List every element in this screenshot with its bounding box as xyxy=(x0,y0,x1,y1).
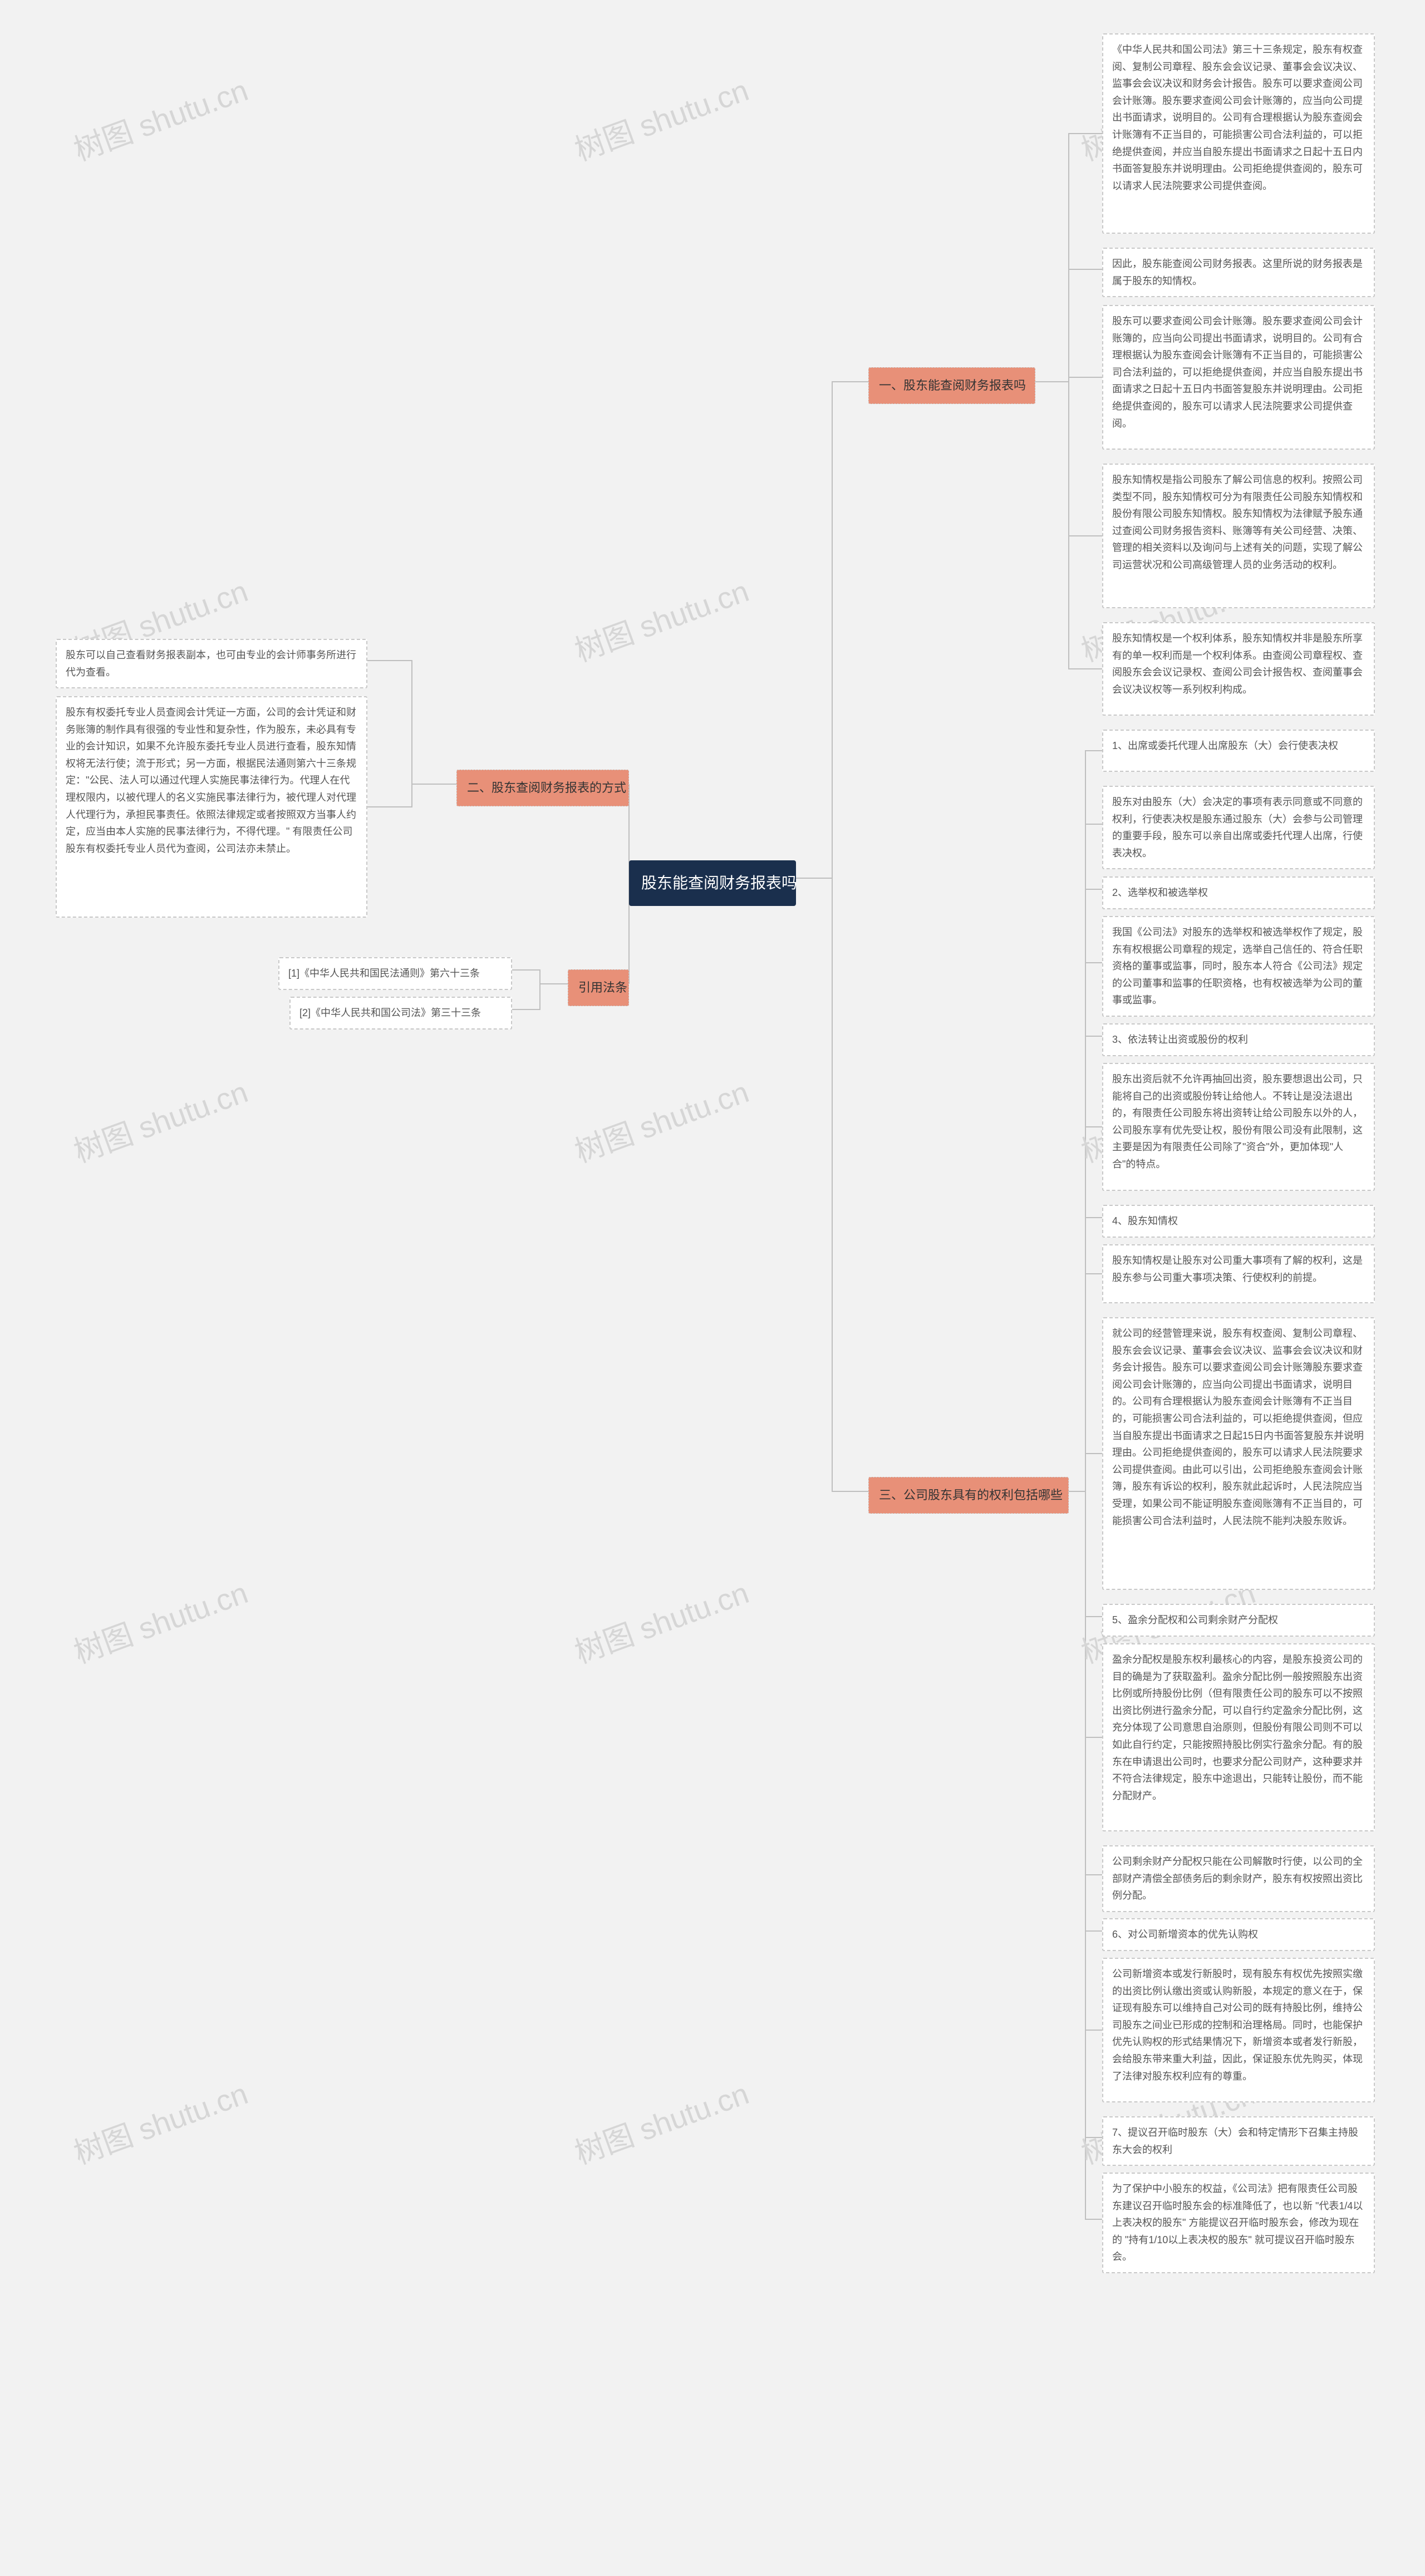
leaf-node-b3-1: [2]《中华人民共和国公司法》第三十三条 xyxy=(289,997,512,1030)
leaf-node-b3-0: [1]《中华人民共和国民法通则》第六十三条 xyxy=(278,957,512,990)
leaf-node-b2-0: 股东可以自己查看财务报表副本，也可由专业的会计师事务所进行代为查看。 xyxy=(56,639,367,688)
watermark: 树图 shutu.cn xyxy=(67,66,253,169)
leaf-node-b4-12: 6、对公司新增资本的优先认购权 xyxy=(1102,1918,1375,1951)
leaf-node-b4-1: 股东对由股东（大）会决定的事项有表示同意或不同意的权利，行使表决权是股东通过股东… xyxy=(1102,786,1375,869)
leaf-node-b4-4: 3、依法转让出资或股份的权利 xyxy=(1102,1023,1375,1056)
mindmap-canvas: 树图 shutu.cn 树图 shutu.cn 树图 shutu.cn 树图 shut… xyxy=(0,0,1425,2576)
leaf-node-b1-4: 股东知情权是一个权利体系，股东知情权并非是股东所享有的单一权利而是一个权利体系。… xyxy=(1102,622,1375,716)
watermark: 树图 shutu.cn xyxy=(568,567,754,670)
branch-node-b3: 引用法条 xyxy=(568,969,629,1006)
leaf-node-b4-14: 7、提议召开临时股东（大）会和特定情形下召集主持股东大会的权利 xyxy=(1102,2116,1375,2166)
leaf-node-b1-2: 股东可以要求查阅公司会计账簿。股东要求查阅公司会计账簿的，应当向公司提出书面请求… xyxy=(1102,305,1375,450)
watermark: 树图 shutu.cn xyxy=(67,1067,253,1171)
leaf-node-b4-5: 股东出资后就不允许再抽回出资，股东要想退出公司，只能将自己的出资或股份转让给他人… xyxy=(1102,1063,1375,1191)
watermark: 树图 shutu.cn xyxy=(568,66,754,169)
watermark: 树图 shutu.cn xyxy=(568,1067,754,1171)
leaf-node-b4-10: 盈余分配权是股东权利最核心的内容，是股东投资公司的目的确是为了获取盈利。盈余分配… xyxy=(1102,1643,1375,1831)
branch-node-b2: 二、股东查阅财务报表的方式 xyxy=(456,770,629,806)
leaf-node-b2-1: 股东有权委托专业人员查阅会计凭证一方面，公司的会计凭证和财务账簿的制作具有很强的… xyxy=(56,696,367,918)
watermark: 树图 shutu.cn xyxy=(568,1568,754,1672)
watermark: 树图 shutu.cn xyxy=(67,1568,253,1672)
root-node: 股东能查阅财务报表吗 xyxy=(629,860,796,906)
leaf-node-b4-2: 2、选举权和被选举权 xyxy=(1102,876,1375,909)
watermark: 树图 shutu.cn xyxy=(568,2069,754,2173)
leaf-node-b4-7: 股东知情权是让股东对公司重大事项有了解的权利，这是股东参与公司重大事项决策、行使… xyxy=(1102,1244,1375,1303)
leaf-node-b4-15: 为了保护中小股东的权益，《公司法》把有限责任公司股东建议召开临时股东会的标准降低… xyxy=(1102,2173,1375,2273)
leaf-node-b4-9: 5、盈余分配权和公司剩余财产分配权 xyxy=(1102,1604,1375,1637)
leaf-node-b4-3: 我国《公司法》对股东的选举权和被选举权作了规定，股东有权根据公司章程的规定，选举… xyxy=(1102,916,1375,1017)
leaf-node-b4-6: 4、股东知情权 xyxy=(1102,1205,1375,1238)
watermark: 树图 shutu.cn xyxy=(67,2069,253,2173)
leaf-node-b4-8: 就公司的经营管理来说，股东有权查阅、复制公司章程、股东会会议记录、董事会会议决议… xyxy=(1102,1317,1375,1590)
branch-node-b4: 三、公司股东具有的权利包括哪些 xyxy=(868,1477,1069,1514)
leaf-node-b1-1: 因此，股东能查阅公司财务报表。这里所说的财务报表是属于股东的知情权。 xyxy=(1102,248,1375,297)
leaf-node-b4-0: 1、出席或委托代理人出席股东（大）会行使表决权 xyxy=(1102,730,1375,772)
leaf-node-b1-0: 《中华人民共和国公司法》第三十三条规定，股东有权查阅、复制公司章程、股东会会议记… xyxy=(1102,33,1375,234)
leaf-node-b4-13: 公司新增资本或发行新股时，现有股东有权优先按照实缴的出资比例认缴出资或认购新股，… xyxy=(1102,1958,1375,2102)
branch-node-b1: 一、股东能查阅财务报表吗 xyxy=(868,367,1035,404)
leaf-node-b4-11: 公司剩余财产分配权只能在公司解散时行使，以公司的全部财产清偿全部债务后的剩余财产… xyxy=(1102,1845,1375,1912)
leaf-node-b1-3: 股东知情权是指公司股东了解公司信息的权利。按照公司类型不同，股东知情权可分为有限… xyxy=(1102,464,1375,608)
